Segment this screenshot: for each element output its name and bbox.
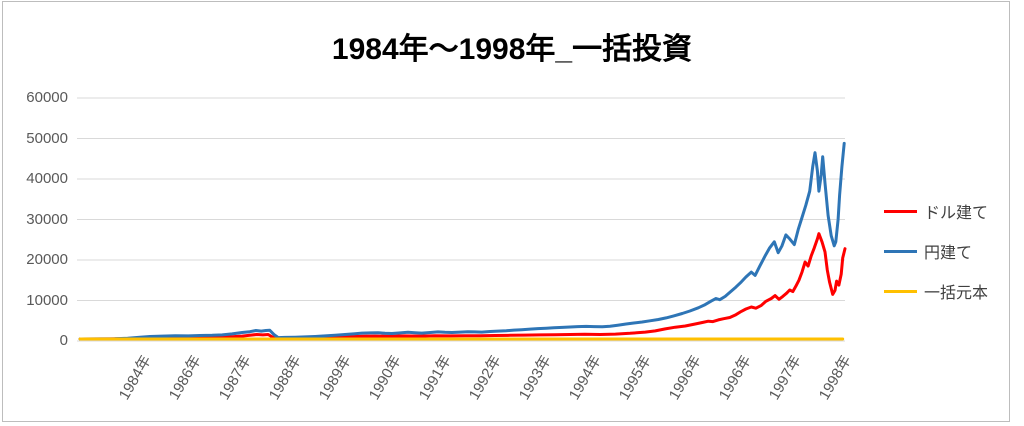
- legend-line-swatch: [884, 249, 917, 253]
- legend-label: 一括元本: [924, 285, 989, 302]
- legend: ドル建て円建て一括元本: [884, 198, 988, 318]
- legend-line-swatch: [884, 209, 917, 213]
- chart-frame-border: [2, 1, 1010, 422]
- legend-line-swatch: [884, 289, 917, 293]
- chart-title: 1984年～1998年_一括投資: [331, 33, 693, 66]
- y-axis-tick-label: 0: [59, 332, 68, 349]
- series-line-ドル建て: [78, 232, 847, 341]
- series-line-円建て: [78, 141, 846, 341]
- y-axis-tick-label: 20000: [26, 251, 68, 268]
- y-axis-tick-label: 50000: [26, 129, 68, 147]
- legend-item: 円建て: [884, 238, 988, 264]
- y-axis-tick-label: 60000: [26, 89, 68, 106]
- legend-item: ドル建て: [884, 198, 988, 224]
- y-axis-tick-label: 10000: [26, 291, 68, 309]
- legend-item: 一括元本: [884, 278, 988, 304]
- y-axis-tick-label: 30000: [26, 210, 68, 228]
- y-axis-tick-label: 40000: [26, 170, 68, 187]
- legend-label: ドル建て: [924, 205, 989, 222]
- legend-label: 円建て: [924, 245, 973, 262]
